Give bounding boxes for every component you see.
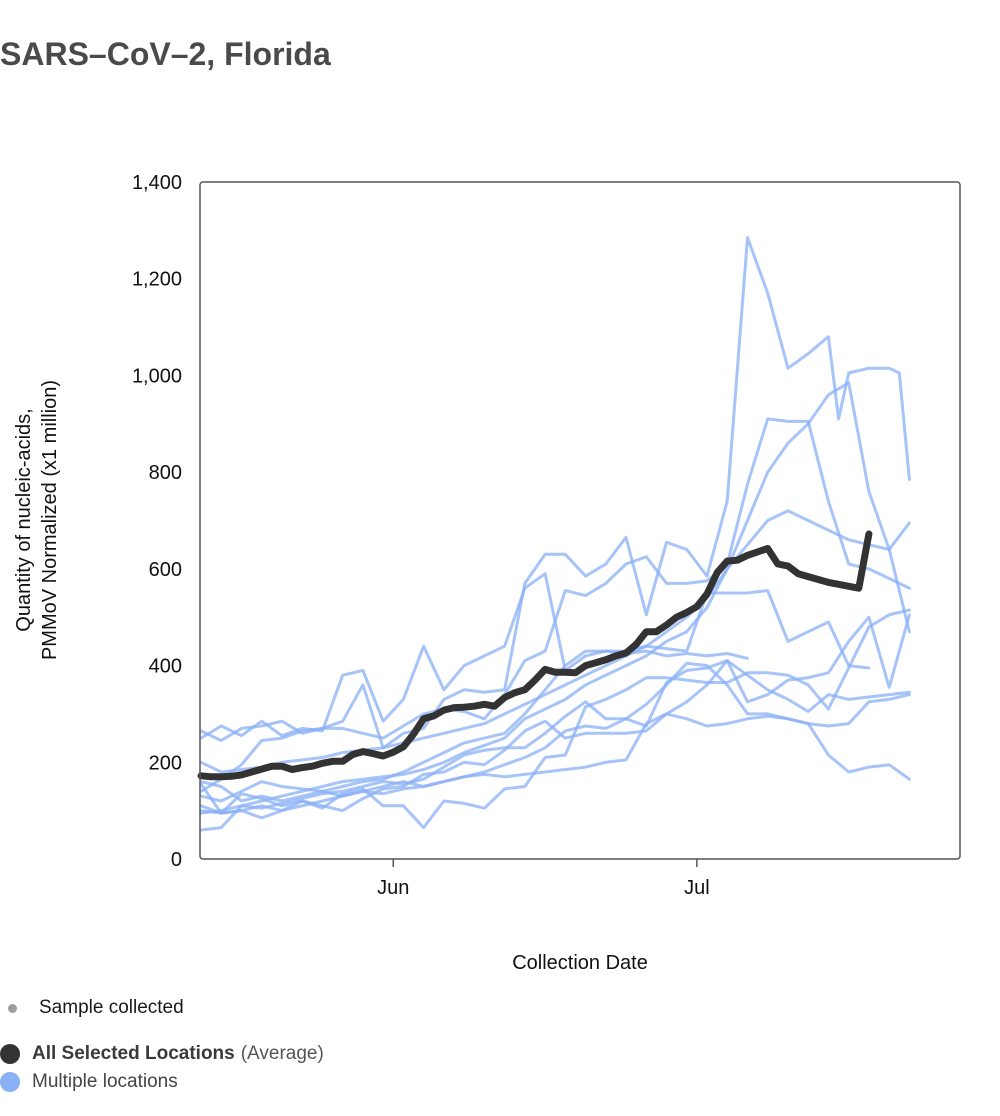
y-axis-label-line-1: Quantity of nucleic-acids,: [13, 408, 35, 631]
legend-average-note: (Average): [240, 1043, 324, 1064]
location-series-line-10[interactable]: [199, 613, 911, 815]
location-series-line-9[interactable]: [199, 608, 911, 830]
y-tick-label: 600: [149, 559, 182, 581]
x-tick-label: Jun: [377, 877, 409, 899]
location-series-line-11[interactable]: [199, 693, 911, 803]
plot-frame: [199, 181, 961, 860]
legend-sample-label: Sample collected: [39, 997, 184, 1018]
sample-dot-icon: [8, 1003, 17, 1013]
x-axis-label: Collection Date: [512, 952, 648, 974]
location-series-line-8[interactable]: [199, 659, 911, 832]
y-axis-ticks: 0 200 400 600 800 1,000 1,200 1,400: [132, 172, 182, 871]
y-tick-label: 0: [171, 849, 182, 871]
y-axis-label-line-2: PMMoV Normalized (x1 million): [39, 380, 61, 660]
legend-item-average[interactable]: All Selected Locations (Average): [0, 1043, 324, 1065]
legend-multiple-label: Multiple locations: [32, 1071, 178, 1092]
x-axis-ticks: Jun Jul: [377, 859, 710, 899]
y-tick-label: 400: [149, 656, 182, 678]
location-dot-icon: [0, 1072, 20, 1092]
x-tick-label: Jul: [684, 877, 710, 899]
line-chart: 0 200 400 600 800 1,000 1,200 1,400 Jun Jul Quan…: [13, 172, 961, 974]
location-series-line-3[interactable]: [199, 417, 911, 793]
legend-average-label: All Selected Locations: [32, 1043, 235, 1064]
average-dot-icon: [0, 1044, 20, 1064]
y-tick-label: 1,400: [132, 172, 182, 194]
chart-title: SARS–CoV–2, Florida: [0, 36, 331, 72]
legend-item-sample: Sample collected: [0, 997, 184, 1019]
legend-item-multiple-locations[interactable]: Multiple locations: [0, 1071, 178, 1093]
location-series-line-5[interactable]: [199, 509, 911, 815]
y-tick-label: 1,200: [132, 269, 182, 291]
y-tick-label: 200: [149, 752, 182, 774]
location-series-group: [199, 236, 911, 832]
y-tick-label: 800: [149, 462, 182, 484]
average-series-line[interactable]: [197, 530, 873, 781]
location-series-line-6[interactable]: [199, 381, 911, 774]
location-series-line-1[interactable]: [199, 572, 749, 740]
y-tick-label: 1,000: [132, 365, 182, 387]
average-series-group: [197, 530, 873, 781]
